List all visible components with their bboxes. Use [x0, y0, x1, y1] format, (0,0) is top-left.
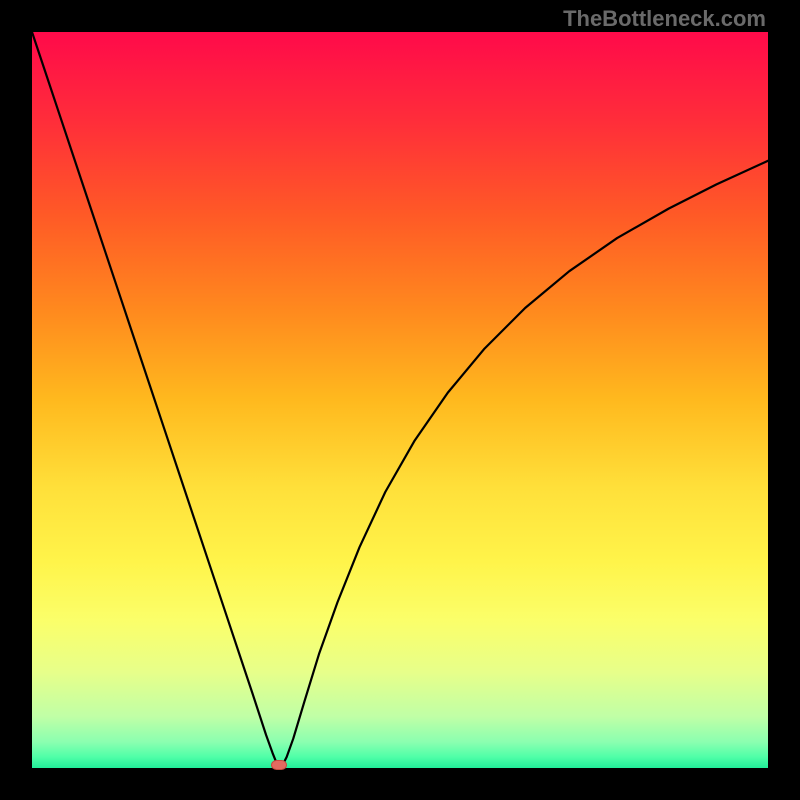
- bottleneck-marker: [271, 760, 287, 770]
- watermark-text: TheBottleneck.com: [563, 6, 766, 32]
- gradient-background: [32, 32, 768, 768]
- plot-area: [32, 32, 768, 768]
- marker-pill: [272, 761, 287, 770]
- bottleneck-curve: [32, 32, 768, 768]
- chart-frame: TheBottleneck.com: [0, 0, 800, 800]
